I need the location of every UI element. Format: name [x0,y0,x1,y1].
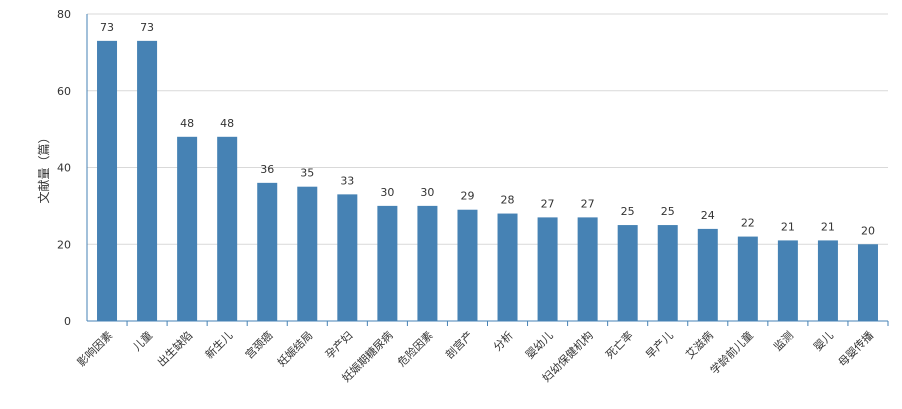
x-category-label: 剖宫产 [442,328,475,361]
x-category-label: 婴儿 [811,329,836,354]
data-label: 27 [541,197,555,210]
bar [657,225,678,321]
data-label: 48 [180,117,194,130]
data-label: 48 [220,117,234,130]
data-label: 30 [380,186,394,199]
bar [217,136,238,321]
bar [617,225,638,321]
x-category-label: 艾滋病 [683,328,716,361]
y-tick-label: 0 [64,315,71,328]
bar [257,182,278,321]
x-category-label: 妊娠结局 [274,328,315,369]
data-label: 73 [140,21,154,34]
bar [457,209,478,321]
y-tick-label: 80 [57,8,71,21]
bar [97,40,118,322]
bar [377,205,398,321]
bar [737,236,758,321]
bar [177,136,198,321]
x-category-label: 早产儿 [643,328,676,361]
x-category-label: 儿童 [130,328,155,353]
data-label: 28 [501,194,515,207]
bar [857,244,878,321]
data-label: 33 [340,174,354,187]
bar [817,240,838,321]
y-tick-label: 60 [57,85,71,98]
x-category-label: 监测 [771,329,796,354]
bar [777,240,798,321]
bar [417,205,438,321]
data-label: 35 [300,167,314,180]
x-category-label: 分析 [490,328,515,353]
data-label: 30 [420,186,434,199]
x-category-label: 出生缺陷 [154,328,195,369]
data-label: 29 [460,190,474,203]
data-label: 22 [741,217,755,230]
data-label: 25 [661,205,675,218]
y-tick-label: 20 [57,238,71,251]
data-label: 27 [581,197,595,210]
x-category-label: 孕产妇 [322,328,355,361]
bar [337,194,358,321]
data-label: 36 [260,163,274,176]
data-label: 20 [861,224,875,237]
y-axis-title: 文献量（篇） [36,131,51,203]
data-label: 25 [621,205,635,218]
bar-layer [97,40,878,322]
x-category-label: 婴幼儿 [523,329,556,362]
x-category-label: 宫颈癌 [242,328,275,361]
x-category-label: 学龄前儿童 [707,328,756,377]
x-category-label: 死亡率 [603,328,636,361]
x-category-label: 危险因素 [395,328,436,369]
data-label: 21 [821,220,835,233]
data-label: 21 [781,220,795,233]
bar [297,186,318,321]
bar [137,40,158,322]
bar [497,213,518,321]
data-label: 24 [701,209,715,222]
x-category-label: 母婴传播 [835,328,876,369]
x-category-label: 新生儿 [202,328,235,361]
y-tick-label: 40 [57,162,71,175]
x-category-label: 影响因素 [75,329,115,369]
bar [697,228,718,321]
bar [577,217,598,321]
data-label: 73 [100,21,114,34]
bar [537,217,558,321]
grid-layer [87,13,888,245]
